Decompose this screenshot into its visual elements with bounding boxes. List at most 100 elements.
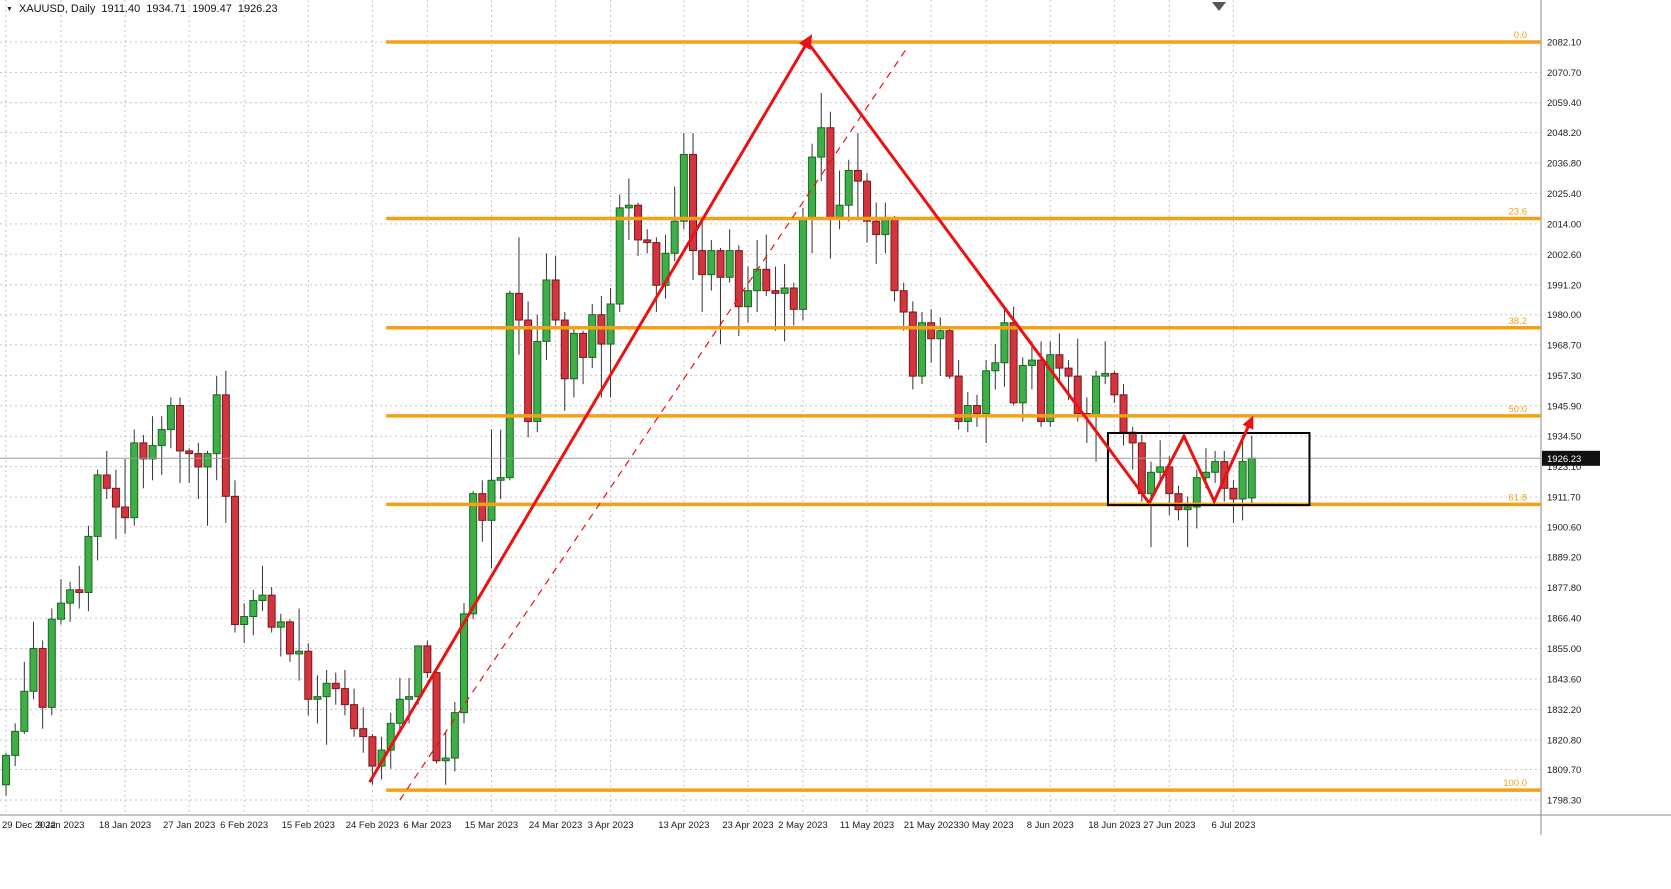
- candle-body-up: [157, 429, 166, 447]
- fibonacci-level-label: 61.8: [1509, 492, 1528, 503]
- dashed-trendline[interactable]: [399, 45, 909, 801]
- date-tick-label: 2 May 2023: [778, 820, 828, 831]
- candle-body-down: [927, 322, 936, 340]
- zigzag-arrowhead[interactable]: [1242, 415, 1254, 430]
- price-tick-label: 1900.60: [1547, 522, 1581, 533]
- fibonacci-level-label: 23.6: [1509, 207, 1528, 218]
- candle-body-up: [936, 330, 945, 340]
- date-tick-label: 8 Jun 2023: [1027, 820, 1074, 831]
- date-tick-label: 15 Mar 2023: [465, 820, 518, 831]
- candle-body-up: [93, 474, 102, 537]
- candle-body-up: [29, 648, 38, 692]
- price-tick-label: 2002.60: [1547, 250, 1581, 261]
- candle-body-up: [588, 314, 597, 358]
- candle-body-up: [496, 477, 505, 481]
- breakout-rectangle[interactable]: [1106, 432, 1311, 507]
- candle-body-down: [689, 153, 697, 252]
- date-tick-label: 6 Feb 2023: [220, 820, 268, 831]
- price-tick-label: 1923.10: [1547, 462, 1581, 473]
- candle-body-up: [982, 370, 991, 415]
- candle-body-down: [231, 495, 239, 626]
- candle-body-up: [533, 340, 542, 423]
- candle-body-down: [1037, 359, 1046, 423]
- candle-body-down: [734, 250, 743, 308]
- candle-body-up: [441, 757, 450, 762]
- price-tick-label: 1889.20: [1547, 553, 1581, 564]
- candle-body-up: [753, 268, 762, 292]
- candle-body-up: [1027, 359, 1036, 366]
- candle-body-up: [469, 493, 478, 615]
- candle-body-up: [780, 287, 789, 294]
- price-tick-label: 1877.80: [1547, 583, 1581, 594]
- candle-body-down: [954, 375, 963, 423]
- date-tick-label: 18 Jan 2023: [99, 820, 151, 831]
- date-tick-label: 9 Jan 2023: [37, 820, 84, 831]
- candle-body-down: [1009, 322, 1018, 404]
- candle-body-up: [405, 696, 414, 700]
- candle-body-down: [423, 645, 432, 674]
- date-tick-label: 24 Feb 2023: [346, 820, 399, 831]
- candle-body-up: [743, 290, 752, 308]
- price-tick-label: 2082.10: [1547, 38, 1581, 49]
- price-tick-label: 2070.70: [1547, 68, 1581, 79]
- candle-body-down: [643, 239, 652, 244]
- price-tick-label: 1991.20: [1547, 280, 1581, 291]
- date-tick-label: 27 Jun 2023: [1143, 820, 1195, 831]
- date-tick-label: 6 Mar 2023: [403, 820, 451, 831]
- candle-body-down: [524, 319, 533, 423]
- candle-body-up: [313, 696, 322, 700]
- candle-body-down: [176, 405, 185, 452]
- zigzag-projection-line[interactable]: [1147, 422, 1252, 505]
- candle-body-down: [698, 250, 707, 276]
- candle-body-up: [56, 602, 65, 620]
- symbol-dropdown-icon[interactable]: ▼: [6, 5, 13, 13]
- candle-body-up: [2, 754, 10, 786]
- date-tick-label: 13 Apr 2023: [658, 820, 709, 831]
- price-tick-label: 2036.80: [1547, 158, 1581, 169]
- candle-body-up: [130, 442, 139, 519]
- candle-body-down: [1229, 487, 1238, 500]
- symbol-label: XAUUSD, Daily: [18, 3, 96, 15]
- candle-body-down: [1055, 354, 1064, 369]
- candle-body-down: [304, 650, 313, 700]
- price-tick-label: 2048.20: [1547, 128, 1581, 139]
- candle-body-up: [881, 218, 890, 236]
- date-tick-label: 15 Feb 2023: [282, 820, 335, 831]
- candle-body-up: [670, 220, 679, 254]
- candle-body-up: [844, 169, 853, 206]
- date-tick-label: 29 Dec 2022: [2, 820, 56, 831]
- downtrend-line[interactable]: [806, 41, 1151, 504]
- candle-body-down: [121, 506, 130, 519]
- price-tick-label: 2014.00: [1547, 219, 1581, 230]
- candle-body-up: [1018, 364, 1027, 404]
- candle-body-down: [890, 218, 899, 292]
- candle-body-up: [386, 722, 395, 751]
- candle-body-up: [460, 613, 468, 714]
- candle-body-up: [1183, 506, 1192, 511]
- ohlc-low: 1909.47: [192, 3, 232, 15]
- fibonacci-level-label: 50.0: [1509, 404, 1528, 415]
- price-tick-label: 1968.70: [1547, 340, 1581, 351]
- uptrend-line[interactable]: [368, 41, 809, 783]
- candle-body-up: [991, 362, 1000, 372]
- candle-body-up: [395, 698, 404, 724]
- candle-body-up: [322, 682, 331, 698]
- candle-body-down: [38, 648, 47, 708]
- ohlc-close: 1926.23: [237, 3, 278, 15]
- candle-body-down: [789, 287, 798, 310]
- candle-body-up: [47, 618, 56, 708]
- price-tick-label: 1980.00: [1547, 310, 1581, 321]
- price-tick-label: 1866.40: [1547, 614, 1581, 625]
- candle-body-up: [1156, 466, 1165, 473]
- chart-shift-marker[interactable]: [1212, 2, 1226, 11]
- date-tick-label: 27 Jan 2023: [163, 820, 215, 831]
- candle-body-down: [716, 250, 725, 278]
- candle-body-down: [972, 405, 981, 415]
- candle-body-down: [368, 736, 377, 767]
- candle-body-up: [918, 322, 926, 377]
- price-tick-label: 1798.30: [1547, 796, 1581, 807]
- candle-body-up: [84, 535, 93, 593]
- candle-body-down: [194, 453, 203, 468]
